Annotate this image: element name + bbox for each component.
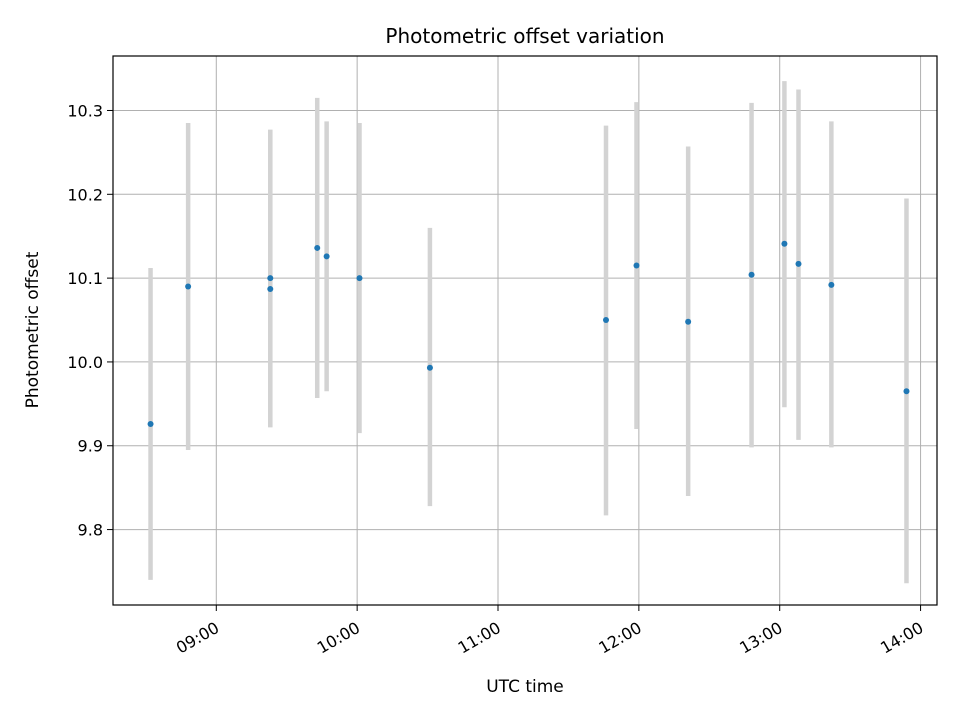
data-point: [828, 281, 835, 288]
data-point: [903, 388, 910, 395]
plot-frame: [112, 55, 938, 606]
data-point: [795, 260, 802, 267]
y-tick-label: 10.1: [67, 269, 103, 288]
data-point: [267, 286, 274, 293]
data-point: [147, 420, 154, 427]
data-point: [314, 244, 321, 251]
data-point: [748, 271, 755, 278]
data-point: [633, 262, 640, 269]
y-tick-label: 10.0: [67, 353, 103, 372]
y-axis-label: Photometric offset: [23, 251, 43, 408]
data-point: [323, 253, 330, 260]
data-point: [185, 283, 192, 290]
y-tick-label: 9.8: [78, 521, 103, 540]
data-point: [356, 275, 363, 282]
data-point: [267, 275, 274, 282]
y-tick-label: 9.9: [78, 437, 103, 456]
y-axis: 9.8 9.9 10.0 10.1 10.2 10.3: [67, 101, 113, 540]
data-points: [147, 240, 910, 427]
data-point: [781, 240, 788, 247]
x-axis-label: UTC time: [486, 677, 564, 697]
y-tick-label: 10.2: [67, 185, 103, 204]
data-point: [685, 318, 692, 325]
data-point: [602, 317, 609, 324]
y-tick-label: 10.3: [67, 101, 103, 120]
data-point: [426, 364, 433, 371]
chart-title: Photometric offset variation: [385, 24, 664, 48]
